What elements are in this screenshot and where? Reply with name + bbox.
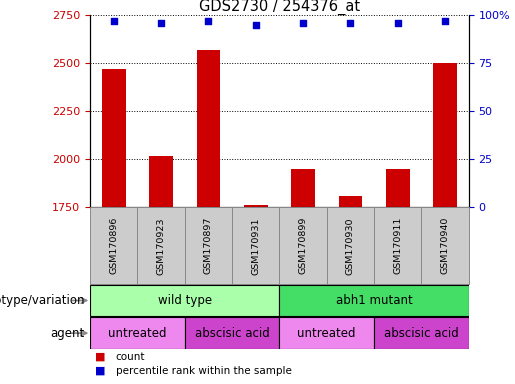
Text: abscisic acid: abscisic acid bbox=[384, 327, 459, 339]
Text: percentile rank within the sample: percentile rank within the sample bbox=[116, 366, 292, 376]
Bar bbox=[338, 196, 362, 207]
Bar bbox=[197, 50, 220, 207]
Text: abh1 mutant: abh1 mutant bbox=[336, 294, 413, 307]
Text: count: count bbox=[116, 352, 145, 362]
Bar bbox=[244, 205, 268, 207]
Text: GSM170923: GSM170923 bbox=[157, 217, 166, 275]
Text: GSM170940: GSM170940 bbox=[440, 217, 450, 275]
Text: abscisic acid: abscisic acid bbox=[195, 327, 269, 339]
Text: genotype/variation: genotype/variation bbox=[0, 294, 85, 307]
Point bbox=[346, 20, 354, 26]
Point bbox=[252, 22, 260, 28]
Text: GSM170911: GSM170911 bbox=[393, 217, 402, 275]
Bar bbox=[90, 318, 185, 349]
Bar bbox=[138, 207, 185, 284]
Text: untreated: untreated bbox=[298, 327, 356, 339]
Bar bbox=[232, 207, 280, 284]
Text: ■: ■ bbox=[95, 352, 106, 362]
Bar bbox=[433, 63, 457, 207]
Bar bbox=[291, 169, 315, 207]
Point bbox=[157, 20, 165, 26]
Text: GSM170897: GSM170897 bbox=[204, 217, 213, 275]
Point bbox=[441, 18, 449, 24]
Point bbox=[110, 18, 118, 24]
Text: agent: agent bbox=[50, 327, 85, 339]
Bar bbox=[102, 69, 126, 207]
Text: GSM170896: GSM170896 bbox=[109, 217, 118, 275]
Text: wild type: wild type bbox=[158, 294, 212, 307]
Bar bbox=[185, 207, 232, 284]
Text: untreated: untreated bbox=[108, 327, 167, 339]
Text: GSM170899: GSM170899 bbox=[299, 217, 307, 275]
Bar bbox=[90, 207, 138, 284]
Bar bbox=[90, 285, 280, 316]
Title: GDS2730 / 254376_at: GDS2730 / 254376_at bbox=[199, 0, 360, 15]
Bar bbox=[374, 318, 469, 349]
Bar bbox=[421, 207, 469, 284]
Bar bbox=[149, 156, 173, 207]
Text: GSM170930: GSM170930 bbox=[346, 217, 355, 275]
Bar bbox=[280, 207, 327, 284]
Bar bbox=[280, 318, 374, 349]
Bar bbox=[280, 285, 469, 316]
Point bbox=[204, 18, 213, 24]
Bar bbox=[327, 207, 374, 284]
Bar bbox=[386, 169, 409, 207]
Bar bbox=[374, 207, 421, 284]
Text: ■: ■ bbox=[95, 366, 106, 376]
Point bbox=[299, 20, 307, 26]
Text: GSM170931: GSM170931 bbox=[251, 217, 260, 275]
Point bbox=[393, 20, 402, 26]
Bar bbox=[185, 318, 280, 349]
